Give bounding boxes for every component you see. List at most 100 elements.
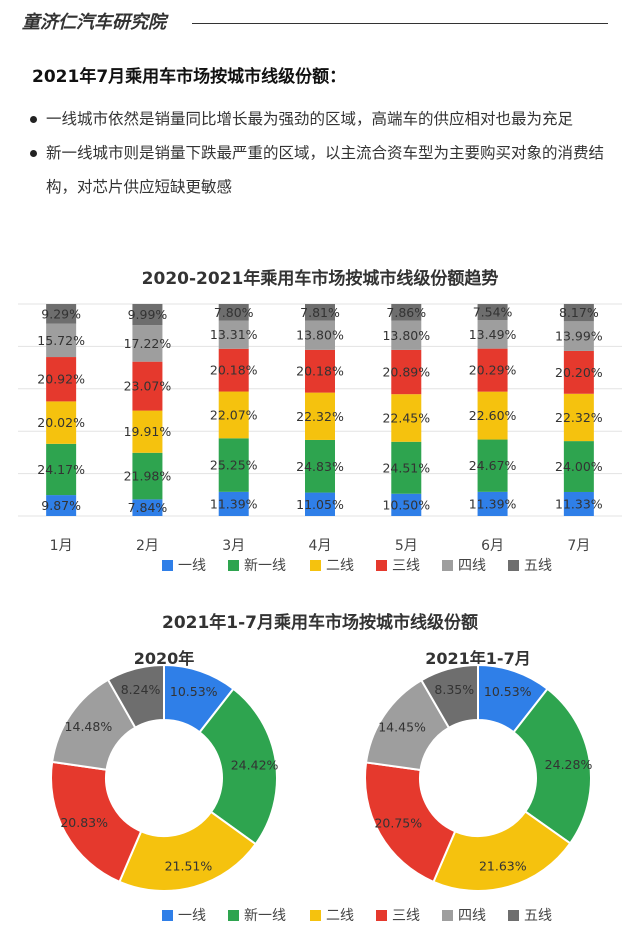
data-label: 22.07%: [210, 407, 258, 422]
bar-segment: [218, 320, 249, 349]
data-label: 24.51%: [382, 460, 430, 475]
slice-label: 20.83%: [60, 815, 108, 830]
bar-segment: [218, 348, 249, 392]
slice-label: 8.35%: [434, 682, 474, 697]
legend-label: 二线: [326, 558, 354, 574]
bar-segment: [477, 491, 508, 516]
data-label: 9.99%: [128, 307, 168, 322]
legend-label: 三线: [392, 908, 420, 924]
bar-segment: [46, 443, 77, 496]
x-tick-label: 2月: [136, 538, 159, 554]
donut-charts: 2021年1-7月乘用车市场按城市线级份额 2020年 2021年1-7月 10…: [50, 612, 592, 924]
slice-label: 8.24%: [121, 682, 161, 697]
bar-segment: [218, 438, 249, 492]
stacked-bar-chart: 2020-2021年乘用车市场按城市线级份额趋势 9.87% 24.17% 20.0…: [18, 268, 622, 574]
pie-subtitle-right: 2021年1-7月: [425, 649, 530, 668]
data-label: 8.17%: [559, 305, 599, 320]
bar-segment: [218, 304, 249, 321]
data-label: 20.29%: [469, 363, 517, 378]
bar-segment: [391, 441, 422, 494]
bar-segment: [563, 350, 594, 394]
bar-segment: [391, 320, 422, 350]
bar-segment: [132, 452, 163, 500]
data-label: 7.86%: [386, 305, 426, 320]
legend-label: 三线: [392, 558, 420, 574]
legend-label: 一线: [178, 558, 206, 574]
data-label: 13.99%: [555, 329, 603, 344]
data-label: 22.45%: [382, 410, 430, 425]
data-label: 20.02%: [37, 415, 85, 430]
data-label: 20.89%: [382, 365, 430, 380]
bar-segment: [46, 323, 77, 358]
legend-label: 新一线: [244, 908, 286, 924]
data-label: 13.80%: [382, 328, 430, 343]
donut-slice: [106, 663, 165, 729]
bullet-dot: [30, 116, 37, 123]
donut-slice: [198, 687, 278, 846]
slice-label: 21.51%: [165, 859, 213, 874]
slice-label: 14.48%: [65, 719, 113, 734]
legend-label: 四线: [458, 558, 486, 574]
bar-segment: [477, 439, 508, 492]
bullet-list: 一线城市依然是销量同比增长最为强劲的区域，高端车的供应相对也最为充足 新一线城市…: [30, 102, 620, 204]
bar-segment: [391, 303, 422, 321]
data-label: 21.98%: [124, 469, 172, 484]
data-label: 11.39%: [469, 496, 517, 511]
data-label: 9.87%: [41, 498, 81, 513]
bar-segment: [218, 391, 249, 439]
bar-segment: [477, 348, 508, 392]
data-label: 15.72%: [37, 333, 85, 348]
legend-swatch: [508, 560, 519, 571]
bar-segment: [46, 495, 77, 516]
x-tick-label: 7月: [567, 538, 590, 554]
donut-slice: [512, 687, 592, 845]
data-label: 20.18%: [210, 363, 258, 378]
data-label: 11.33%: [555, 496, 603, 511]
data-label: 23.07%: [124, 379, 172, 394]
data-label: 22.60%: [469, 408, 517, 423]
bar-segment: [477, 391, 508, 440]
data-label: 19.91%: [124, 424, 172, 439]
bullet-dot: [30, 150, 37, 157]
bar-segment: [563, 441, 594, 492]
data-label: 24.67%: [469, 458, 517, 473]
data-label: 24.17%: [37, 462, 85, 477]
donut-slice: [420, 663, 479, 730]
legend-swatch: [376, 910, 387, 921]
pie-subtitle-left: 2020年: [134, 649, 195, 668]
bar-segment: [132, 303, 163, 326]
bar-segment: [477, 304, 508, 321]
data-label: 24.83%: [296, 459, 344, 474]
legend-swatch: [310, 560, 321, 571]
slice-label: 21.63%: [479, 859, 527, 874]
donut-slice: [364, 761, 457, 884]
donut-slice: [118, 810, 258, 892]
bullet-text: 一线城市依然是销量同比增长最为强劲的区域，高端车的供应相对也最为充足: [46, 110, 574, 128]
donut-slice: [432, 810, 572, 892]
data-label: 20.18%: [296, 364, 344, 379]
slice-label: 10.53%: [484, 684, 532, 699]
data-label: 25.25%: [210, 458, 258, 473]
data-label: 20.20%: [555, 365, 603, 380]
legend-swatch: [228, 560, 239, 571]
bar-segment: [46, 304, 77, 324]
bar-segment: [305, 320, 335, 350]
bar-segment: [391, 394, 422, 442]
x-tick-label: 1月: [50, 538, 73, 554]
legend-swatch: [442, 560, 453, 571]
slice-label: 20.75%: [374, 815, 422, 830]
data-label: 17.22%: [124, 336, 172, 351]
data-label: 7.54%: [473, 305, 513, 320]
bar-segment: [132, 361, 163, 411]
bullet-text: 新一线城市则是销量下跌最严重的区域，以主流合资车型为主要购买对象的消费结构，对芯…: [46, 144, 605, 196]
header-divider: [192, 23, 608, 24]
x-tick-label: 5月: [395, 538, 418, 554]
data-label: 24.00%: [555, 459, 603, 474]
bar-segment: [218, 491, 249, 516]
data-label: 9.29%: [41, 306, 81, 321]
page-headline: 2021年7月乘用车市场按城市线级份额：: [32, 67, 347, 87]
legend-label: 一线: [178, 908, 206, 924]
bullet-item: 新一线城市则是销量下跌最严重的区域，以主流合资车型为主要购买对象的消费结构，对芯…: [30, 136, 620, 204]
legend-label: 二线: [326, 908, 354, 924]
bar-segment: [46, 401, 77, 444]
